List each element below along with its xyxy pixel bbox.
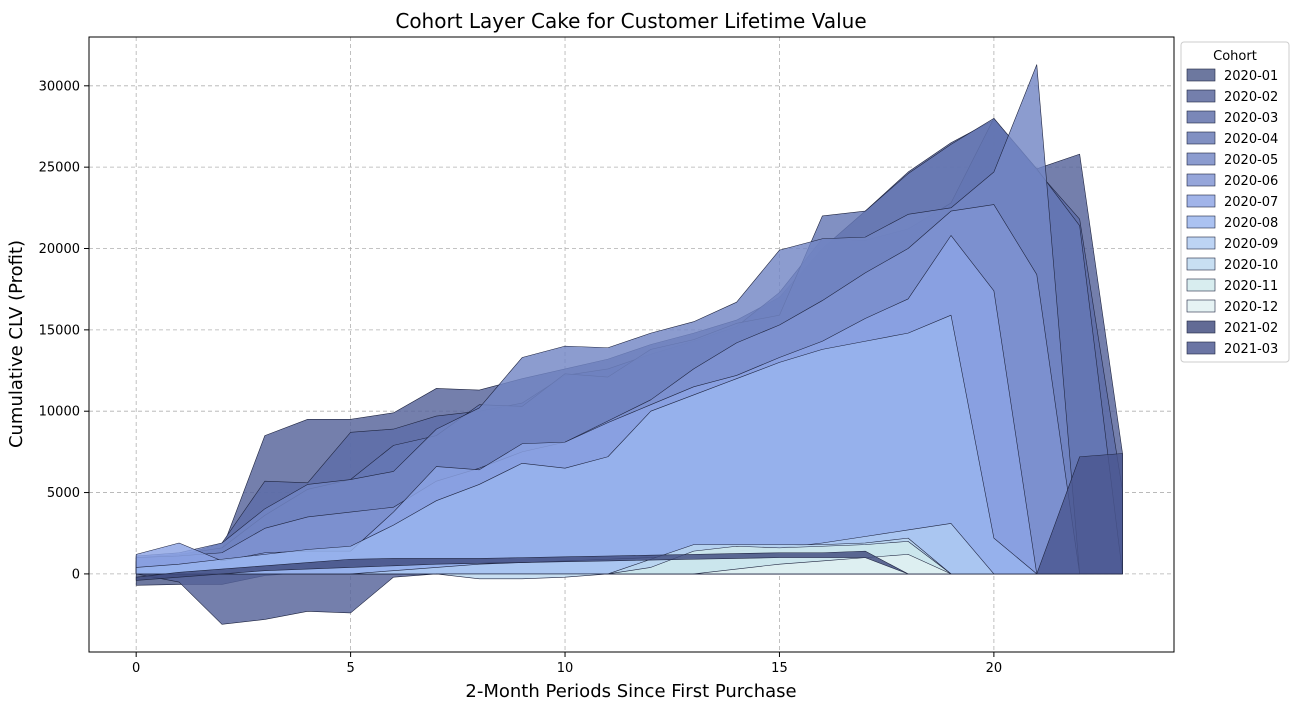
y-tick-label: 15000 [39, 323, 80, 338]
legend-swatch-2020-03 [1186, 110, 1216, 124]
legend-swatch-2020-07 [1186, 194, 1216, 208]
legend-label-2020-08: 2020-08 [1224, 216, 1278, 231]
legend-label-2020-02: 2020-02 [1224, 90, 1278, 105]
legend-swatch-2020-05 [1186, 152, 1216, 166]
x-axis-label: 2-Month Periods Since First Purchase [465, 681, 796, 702]
x-tick-label: 0 [132, 661, 140, 676]
x-tick-label: 15 [771, 661, 788, 676]
legend-swatch-2020-09 [1186, 236, 1216, 250]
legend: Cohort 2020-012020-022020-032020-042020-… [1180, 41, 1290, 363]
y-tick-label: 10000 [39, 405, 80, 420]
legend-swatch-2020-06 [1186, 173, 1216, 187]
legend-swatch-2020-02 [1186, 89, 1216, 103]
chart-title: Cohort Layer Cake for Customer Lifetime … [395, 9, 866, 33]
y-tick-label: 0 [72, 567, 80, 582]
y-tick-label: 25000 [39, 161, 80, 176]
legend-swatch-2020-10 [1186, 257, 1216, 271]
legend-label-2020-04: 2020-04 [1224, 132, 1278, 147]
legend-swatch-2020-12 [1186, 299, 1216, 313]
plot-frame [88, 36, 1175, 653]
legend-swatch-2021-02 [1186, 320, 1216, 334]
y-tick-label: 5000 [47, 486, 80, 501]
legend-swatch-2021-03 [1186, 341, 1216, 355]
legend-label-2021-02: 2021-02 [1224, 321, 1278, 336]
legend-label-2020-07: 2020-07 [1224, 195, 1278, 210]
series-areas [135, 64, 1123, 625]
series-area-2020-12 [693, 554, 952, 575]
legend-swatch-2020-11 [1186, 278, 1216, 292]
x-tick-label: 5 [346, 661, 354, 676]
legend-swatch-2020-01 [1186, 68, 1216, 82]
legend-label-2020-05: 2020-05 [1224, 153, 1278, 168]
axis-ticks: 0 5 10 15 20 0 5000 10000 15000 20000 25000 30000 [39, 79, 1003, 676]
x-tick-label: 20 [986, 661, 1003, 676]
legend-items: 2020-01 2020-02 2020-03 2020-04 2020-05 2020-… [1186, 68, 1278, 357]
legend-label-2020-12: 2020-12 [1224, 300, 1278, 315]
series-area-2021-02 [135, 550, 909, 581]
legend-swatch-2020-08 [1186, 215, 1216, 229]
legend-title: Cohort [1213, 49, 1257, 64]
x-tick-label: 10 [557, 661, 574, 676]
legend-label-2020-03: 2020-03 [1224, 111, 1278, 126]
legend-label-2020-11: 2020-11 [1224, 279, 1278, 294]
y-tick-label: 30000 [39, 79, 80, 94]
series-area-2021-03 [1036, 453, 1123, 575]
y-tick-label: 20000 [39, 242, 80, 257]
y-axis-label: Cumulative CLV (Profit) [6, 240, 27, 448]
legend-label-2020-09: 2020-09 [1224, 237, 1278, 252]
legend-label-2021-03: 2021-03 [1224, 342, 1278, 357]
legend-swatch-2020-04 [1186, 131, 1216, 145]
legend-label-2020-10: 2020-10 [1224, 258, 1278, 273]
legend-label-2020-01: 2020-01 [1224, 69, 1278, 84]
legend-label-2020-06: 2020-06 [1224, 174, 1278, 189]
